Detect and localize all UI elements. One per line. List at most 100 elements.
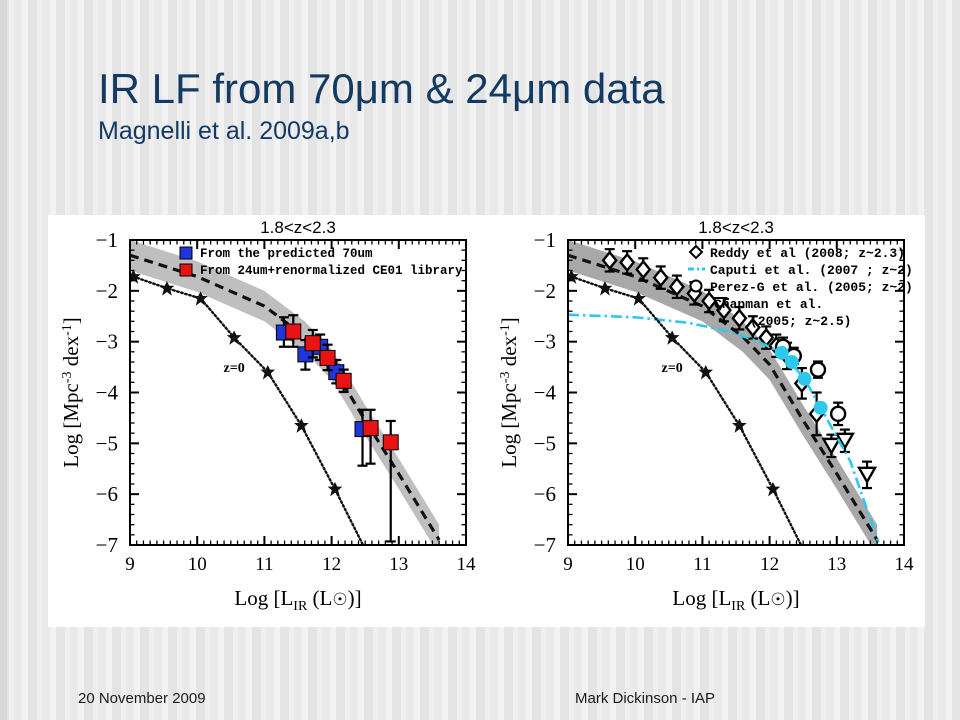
marker-star [568,269,579,284]
xtick-label: 11 [255,554,273,575]
yaxis-label-right: Log [Mpc-3 dex-1] [497,317,521,468]
annotation-z0-left: z=0 [224,361,245,376]
marker-star [327,481,343,497]
marker-triangle-down [834,432,855,451]
xtick-label: 13 [827,554,846,575]
ytick-label: −5 [534,431,556,455]
series-right-3 [568,313,880,543]
marker-triangle-down [821,437,842,456]
chart-panel-left: 1.8<z<2.3 z=0 9 10 11 12 13 14 −1 −2 −3 −4 −5 −6 −7 Log… [59,218,476,614]
legend-label-4: (2005; z~2.5) [750,314,851,329]
ytick-label: −7 [96,533,118,557]
chart-panel-right: 1.8<z<2.3 z=0 9 10 11 12 13 14 −1 −2 −3 −4 −5 −6 −7 Log… [497,218,914,614]
z0-curve-right [570,275,803,545]
marker-star [130,269,141,284]
marker-star [294,418,309,433]
slide-left-edge [0,0,7,720]
xtick-label: 9 [563,554,573,575]
legend-label-3: Chapman et al. [714,297,823,312]
luminosity-function-figure: 1.8<z<2.3 z=0 9 10 11 12 13 14 −1 −2 −3 −4 −5 −6 −7 Log… [59,218,914,614]
xtick-label: 14 [457,554,477,575]
marker-star [193,291,208,306]
marker-star [732,418,747,433]
plot-area-left [130,240,441,545]
marker-diamond [619,252,636,273]
uncertainty-band-left [130,240,440,545]
marker-filled-circle [774,345,789,360]
legend-right: Reddy et al (2008; z~2.3) Caputi et al. (… [688,244,913,329]
xtick-label: 11 [693,554,711,575]
legend-marker-circle [689,279,703,293]
ytick-label: −6 [534,482,556,506]
legend-label-1: From 24um+renormalized CE01 library [200,264,463,278]
annotation-z0-right: z=0 [662,361,683,376]
footer-author: Mark Dickinson - IAP [575,690,716,707]
marker-square [335,372,352,389]
xtick-label: 9 [125,554,135,575]
marker-star [226,330,242,345]
xtick-label: 10 [626,554,645,575]
legend-left: From the predicted 70um From 24um+renorma… [179,246,463,278]
marker-diamond [744,317,761,338]
marker-diamond [601,250,618,271]
xaxis-label-left: Log [LIR (L☉)] [234,586,361,614]
marker-star [631,291,646,306]
ytick-label: −1 [96,228,118,252]
xtick-label: 12 [322,554,341,575]
legend-label-1: Caputi et al. (2007 ; z~2) [710,263,913,278]
ytick-label: −3 [534,330,556,354]
ytick-label: −4 [534,381,557,405]
xtick-label: 10 [188,554,207,575]
marker-square [319,349,336,366]
ytick-label: −2 [534,279,556,303]
z0-curve-left [132,275,365,545]
xtick-label: 13 [389,554,408,575]
legend-label-0: Reddy et al (2008; z~2.3) [710,246,905,261]
legend-swatch-0 [179,246,193,260]
marker-star [664,330,680,345]
ytick-label: −4 [96,381,119,405]
series-left-1 [285,314,399,543]
legend-label-0: From the predicted 70um [200,247,373,261]
marker-diamond [652,267,669,288]
page-title: IR LF from 70μm & 24μm data [98,65,665,112]
marker-square [304,335,321,352]
xtick-label: 12 [760,554,779,575]
marker-square [382,434,399,451]
marker-diamond [635,259,652,280]
marker-circle [809,361,827,378]
marker-diamond [668,276,685,297]
ytick-label: −3 [96,330,118,354]
ytick-label: −5 [96,431,118,455]
title-block: IR LF from 70μm & 24μm data Magnelli et … [98,65,918,250]
series-right-4 [568,269,803,545]
marker-filled-circle [797,371,812,386]
marker-filled-circle [784,355,799,369]
figure-panel: 1.8<z<2.3 z=0 9 10 11 12 13 14 −1 −2 −3 −4 −5 −6 −7 Log… [48,215,925,627]
panel-title-right: 1.8<z<2.3 [698,218,774,237]
marker-triangle-down [856,466,878,485]
panel-title-left: 1.8<z<2.3 [260,218,336,237]
marker-star [597,281,613,296]
marker-filled-circle [813,400,828,415]
yaxis-label-left: Log [Mpc-3 dex-1] [59,317,83,468]
marker-diamond [731,308,748,329]
marker-square [362,420,379,437]
series-right-2 [821,428,878,490]
plot-area-right [568,240,880,545]
marker-circle [829,405,847,423]
xaxis-label-right: Log [LIR (L☉)] [672,586,799,614]
marker-star [260,365,276,380]
legend-marker-triangle [712,297,728,312]
caputi-curve-right [568,313,880,543]
page-subtitle: Magnelli et al. 2009a,b [98,117,350,145]
legend-marker-diamond [688,244,704,260]
marker-square [285,323,302,340]
series-left-2 [130,269,365,545]
footer-date: 20 November 2009 [78,690,206,707]
marker-star [159,281,175,296]
ytick-label: −7 [534,533,556,557]
uncertainty-band-right [568,240,878,545]
ytick-label: −6 [96,482,118,506]
legend-swatch-1 [179,263,193,277]
